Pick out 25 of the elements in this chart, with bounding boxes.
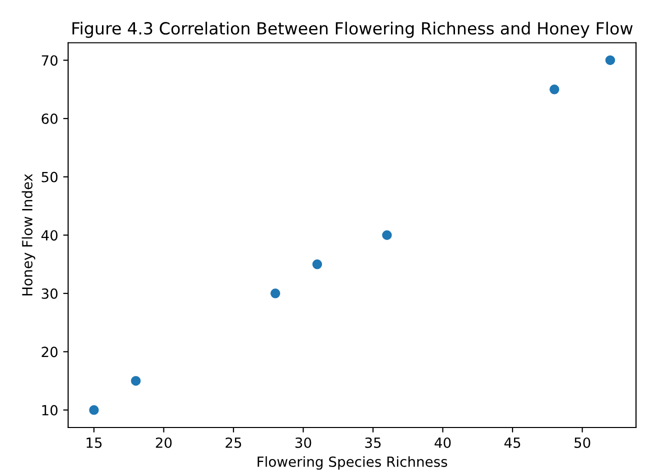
y-tick-label: 10: [42, 404, 58, 416]
point: [382, 230, 392, 240]
x-tick-label: 25: [226, 437, 242, 448]
y-axis-title: Honey Flow Index: [22, 174, 36, 296]
y-tick-label: 60: [42, 114, 58, 124]
x-tick-label: 20: [156, 437, 172, 448]
y-tick-label: 30: [42, 288, 58, 299]
y-tick-label: 40: [41, 230, 58, 241]
point: [605, 55, 616, 66]
y-tick-label: 20: [42, 346, 58, 358]
x-tick-label: 15: [86, 438, 102, 448]
x-tick-label: 30: [295, 437, 312, 448]
x-tick-label: 50: [574, 437, 590, 448]
point: [550, 84, 560, 94]
point: [130, 376, 141, 386]
point: [270, 288, 280, 298]
point: [312, 259, 322, 270]
point: [89, 405, 99, 415]
x-axis-title: Flowering Species Richness: [258, 456, 448, 470]
x-tick-label: 45: [504, 438, 520, 448]
chart-title: Figure 4.3 Correlation Between Flowering Richness and Honey Flow: [72, 22, 633, 38]
x-tick-label: 35: [365, 437, 381, 448]
y-tick-label: 50: [42, 172, 58, 182]
y-tick-label: 70: [42, 55, 58, 66]
x-tick-label: 40: [434, 437, 451, 448]
